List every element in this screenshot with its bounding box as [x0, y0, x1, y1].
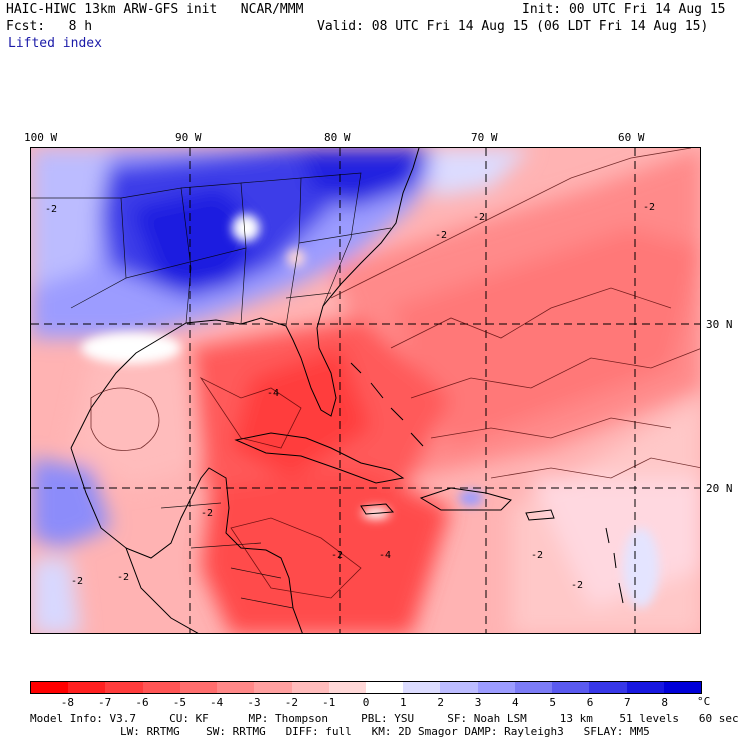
color-scale-swatch [589, 682, 627, 693]
contour-label: -2 [71, 576, 83, 587]
contour-label: -2 [643, 202, 655, 213]
field-name: Lifted index [8, 36, 102, 51]
model-info-line2: LW: RRTMG SW: RRTMG DIFF: full KM: 2D Sm… [120, 725, 650, 738]
color-scale-swatch [105, 682, 143, 693]
color-scale-tick: 1 [400, 696, 407, 709]
valid-time: Valid: 08 UTC Fri 14 Aug 15 (06 LDT Fri … [317, 19, 709, 34]
color-scale-tick: -1 [322, 696, 336, 709]
color-scale-swatch [552, 682, 590, 693]
color-scale-swatch [179, 682, 218, 693]
lon-label: 80 W [324, 131, 351, 144]
color-scale-swatch [217, 682, 255, 693]
field-detail [81, 214, 659, 608]
color-scale-tick: -8 [60, 696, 74, 709]
coastlines [70, 148, 624, 633]
color-scale-swatch [291, 682, 329, 693]
color-scale-swatch [365, 682, 404, 693]
contours [90, 148, 700, 599]
color-scale-swatch [440, 682, 478, 693]
plot-title: HAIC-HIWC 13km ARW-GFS init NCAR/MMM [6, 2, 304, 17]
lifted-index-map: -2 -2 -2 -2 -4 -2 -2 -2 -2 -2 -4 -2 [31, 148, 700, 633]
color-scale-tick: 6 [586, 696, 594, 709]
contour-label: -4 [379, 550, 391, 561]
color-scale-tick: 0 [362, 696, 370, 709]
forecast-hour: Fcst: 8 h [6, 19, 93, 34]
lat-label: 30 N [706, 318, 733, 331]
color-scale-tick: 4 [512, 696, 519, 709]
color-scale-swatch [142, 682, 180, 693]
color-scale-tick: -2 [284, 696, 298, 709]
color-scale-tick: -4 [210, 696, 224, 709]
color-scale-bar [30, 681, 702, 694]
color-scale-swatch [403, 682, 441, 693]
contour-label: -2 [473, 212, 485, 223]
map-panel: -2 -2 -2 -2 -4 -2 -2 -2 -2 -2 -4 -2 [30, 147, 701, 634]
lon-label: 90 W [175, 131, 202, 144]
color-scale-tick: 8 [661, 696, 668, 709]
model-info-line1: Model Info: V3.7 CU: KF MP: Thompson PBL… [30, 712, 739, 725]
color-scale-tick: -6 [135, 696, 149, 709]
color-scale-tick: -3 [247, 696, 261, 709]
color-scale-swatch [514, 682, 553, 693]
color-scale-tick: 7 [624, 696, 631, 709]
contour-label: -2 [435, 230, 447, 241]
color-scale-swatch [663, 682, 701, 693]
color-scale-swatch [477, 682, 515, 693]
color-scale-swatch [31, 682, 69, 693]
color-scale-tick: -5 [172, 696, 186, 709]
lat-lon-grid [31, 148, 700, 633]
color-scale-unit: °C [697, 695, 711, 708]
color-scale-tick: -7 [98, 696, 112, 709]
contour-label: -2 [571, 580, 583, 591]
lon-label: 60 W [618, 131, 645, 144]
color-scale-tick: 3 [474, 696, 482, 709]
lat-label: 20 N [706, 482, 733, 495]
contour-label: -4 [267, 388, 279, 399]
color-scale-swatch [68, 682, 106, 693]
init-time: Init: 00 UTC Fri 14 Aug 15 [522, 2, 726, 17]
color-scale-tick: 2 [437, 696, 444, 709]
contour-label: -2 [45, 204, 57, 215]
color-scale-swatch [328, 682, 366, 693]
lon-label: 70 W [471, 131, 498, 144]
contour-label: -2 [201, 508, 213, 519]
contour-label: -2 [117, 572, 129, 583]
contour-label: -2 [531, 550, 543, 561]
color-scale-tick: 5 [549, 696, 556, 709]
contour-label: -2 [331, 550, 343, 561]
contour-labels: -2 -2 -2 -2 -4 -2 -2 -2 -2 -2 -4 -2 [45, 202, 655, 591]
color-scale-swatch [254, 682, 292, 693]
state-borders [31, 172, 392, 609]
lon-label: 100 W [24, 131, 58, 144]
color-scale-swatch [626, 682, 664, 693]
